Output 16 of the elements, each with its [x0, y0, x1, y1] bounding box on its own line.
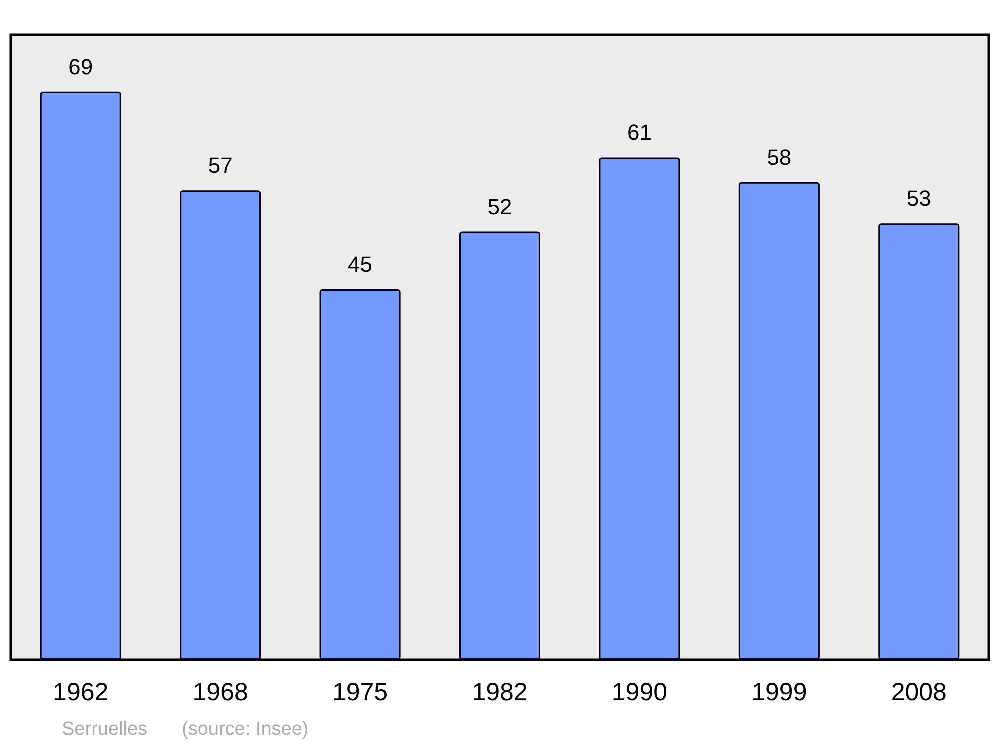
x-tick-label: 1968	[192, 678, 248, 706]
data-label: 52	[488, 194, 512, 220]
data-label: 58	[767, 144, 792, 170]
text: (source: Insee)	[182, 719, 309, 740]
x-tick-label: 1982	[472, 678, 528, 706]
x-tick-label: 1962	[53, 678, 109, 706]
data-label: 45	[348, 252, 373, 277]
x-tick-label: 1975	[332, 678, 388, 706]
x-tick-label: 2008	[891, 678, 947, 706]
text: Serruelles	[62, 719, 148, 740]
data-label: 69	[68, 54, 94, 80]
x-tick-label: 1990	[612, 678, 668, 706]
x-tick-label: 1999	[752, 678, 808, 706]
data-label: 61	[627, 120, 652, 146]
data-label: 57	[208, 153, 233, 178]
data-label: 53	[906, 186, 932, 212]
